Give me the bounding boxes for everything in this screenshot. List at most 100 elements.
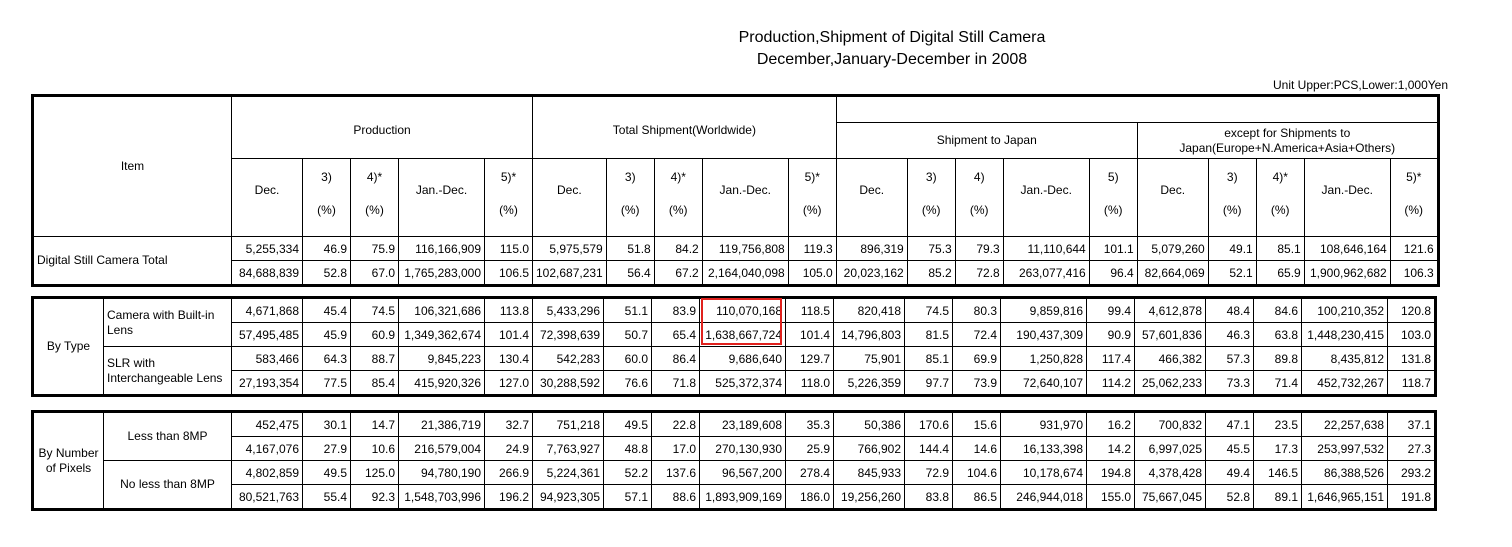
data-cell: 57,495,485 [231,322,303,347]
data-cell: 1,646,965,151 [1301,484,1388,510]
data-cell: 51.1 [603,297,652,323]
title-line-1: Production,Shipment of Digital Still Cam… [738,29,1046,46]
column-header: 5) (%) [1088,158,1138,237]
data-cell: 820,418 [833,297,905,323]
data-cell: 75.3 [906,236,956,261]
data-cell: 77.5 [302,370,351,396]
column-header: 3) (%) [605,158,655,237]
column-header-unit: (%) [802,202,822,217]
data-cell: 278.4 [785,460,834,485]
data-cell: 4,378,428 [1134,460,1206,485]
column-header-label: 3) [321,169,332,184]
data-cell: 144.4 [904,436,953,461]
data-cell: 30,288,592 [532,370,604,396]
data-cell: 80,521,763 [231,484,303,510]
data-cell: 88.7 [350,346,399,371]
column-header: 5)* (%) [484,158,533,237]
data-cell: 84.6 [1253,297,1302,323]
data-cell: 55.4 [302,484,351,510]
data-cell: 86.5 [952,484,1001,510]
column-header-unit: (%) [921,202,941,217]
data-cell: 37.1 [1387,411,1436,437]
data-cell: 65.9 [1255,260,1305,286]
column-header-unit [1308,198,1387,213]
data-cell: 52.8 [1205,484,1254,510]
data-cell: 35.3 [785,411,834,437]
data-cell: 85.4 [350,370,399,396]
column-header-label: Jan.-Dec. [719,182,771,197]
data-cell: 7,763,927 [532,436,604,461]
data-cell: 85.1 [904,346,953,371]
data-cell: 766,902 [833,436,905,461]
table-row: 4,167,076 27.9 10.6 216,579,004 24.9 7,763,92… [33,436,1436,461]
data-cell: 17.0 [651,436,700,461]
data-cell: 96,567,200 [699,460,786,485]
data-cell: 896,319 [835,236,908,261]
data-cell: 76.6 [603,370,652,396]
data-cell: 45.9 [302,322,351,347]
data-cell: 1,765,283,000 [398,260,485,286]
table-row: By Number of Pixels Less than 8MP 452,475 3… [32,411,1436,510]
data-cell: 270,130,930 [699,436,786,461]
data-cell: 24.9 [484,436,533,461]
data-cell: 101.4 [484,322,533,347]
data-cell: 5,226,359 [833,370,905,396]
data-cell: 25,062,233 [1134,370,1206,396]
data-cell: 155.0 [1086,484,1135,510]
data-cell: 466,382 [1134,346,1206,371]
column-header: 3) (%) [906,158,956,237]
data-cell: 57.1 [603,484,652,510]
data-cell: 74.5 [350,297,399,323]
data-cell: 452,732,267 [1301,370,1388,396]
column-header-label: Dec. [254,182,280,197]
column-header-label: Jan.-Dec. [1321,182,1373,197]
data-cell: 81.5 [904,322,953,347]
column-header-label: Dec. [1160,182,1186,197]
data-cell: 4,612,878 [1134,297,1206,323]
column-header-label: 5)* [804,169,820,184]
data-cell: 20,023,162 [835,260,908,286]
data-cell: 8,435,812 [1301,346,1388,371]
data-cell: 104.6 [952,460,1001,485]
data-cell: 121.6 [1389,236,1439,261]
column-header: 3) (%) [302,158,351,237]
data-cell: 65.4 [651,322,700,347]
column-header-unit: (%) [499,202,518,217]
data-cell: 89.8 [1253,346,1302,371]
data-cell: 46.3 [1205,322,1254,347]
column-header-label: Dec. [859,182,885,197]
data-cell: 253,997,532 [1301,436,1388,461]
data-cell: 52.8 [302,260,351,286]
data-cell: 67.2 [653,260,703,286]
data-cell: 83.9 [651,297,700,323]
data-cell: 452,475 [231,411,303,437]
data-cell: 17.3 [1253,436,1302,461]
data-cell: 103.0 [1387,322,1436,347]
highlight-box [701,298,782,345]
column-header-unit: (%) [365,202,384,217]
data-cell: 542,283 [532,346,604,371]
data-cell: 96.4 [1088,260,1138,286]
report-title: Production,Shipment of Digital Still Cam… [0,27,1512,71]
data-cell: 931,970 [1000,411,1087,437]
data-cell: 52.1 [1207,260,1257,286]
column-header-unit: (%) [317,202,336,217]
data-cell: 118.7 [1387,370,1436,396]
data-cell: 19,256,260 [833,484,905,510]
table-row: By Type Camera with Built-in Lens 4,671,86… [32,297,1436,396]
table-row: No less than 8MP 4,802,859 49.5 125.0 94,780… [33,460,1436,510]
data-cell: 114.2 [1086,370,1135,396]
data-cell: 72.8 [954,260,1004,286]
data-cell: 71.4 [1253,370,1302,396]
data-cell: 102,687,231 [532,260,607,286]
data-cell: 75,901 [833,346,905,371]
data-cell: 1,900,962,682 [1303,260,1391,286]
data-cell: 94,780,190 [398,460,485,485]
column-header-unit: (%) [1222,202,1242,217]
column-header: Jan.-Dec. [398,158,485,237]
data-cell: 5,433,296 [532,297,604,323]
column-header: 4) (%) [954,158,1004,237]
column-header: Jan.-Dec. [1002,158,1090,237]
data-cell: 74.5 [904,297,953,323]
data-cell: 266.9 [484,460,533,485]
